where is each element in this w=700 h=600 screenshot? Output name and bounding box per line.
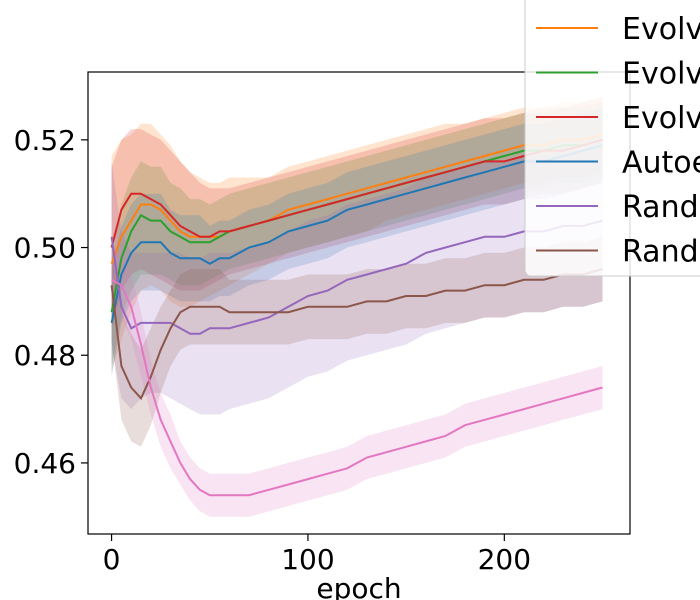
line-series-4 [110, 144, 603, 324]
line-series-1 [110, 133, 603, 265]
line-series-7 [111, 278, 603, 497]
band-series-6 [111, 231, 603, 447]
legend-label: Evolv [622, 12, 700, 47]
band-series-5 [111, 145, 603, 415]
legend: Evolv Evolv Evolv Autoe Rand Rand [524, 0, 700, 277]
line-series-5 [110, 219, 603, 335]
x-axis-label: epoch [316, 572, 401, 600]
band-series-2 [111, 102, 603, 366]
legend-label: Evolv [622, 101, 700, 136]
y-tick-label: 0.52 [14, 124, 76, 157]
series-lines [110, 133, 603, 497]
x-tick-label: 100 [281, 543, 334, 576]
x-tick-label: 200 [478, 543, 531, 576]
legend-label: Rand [622, 190, 699, 225]
x-tick-label: 0 [103, 543, 121, 576]
line-series-6 [110, 268, 603, 401]
y-axis-ticks: 0.46 0.48 0.50 0.52 [14, 124, 88, 480]
legend-label: Autoe [622, 146, 700, 181]
band-series-1 [111, 96, 603, 372]
y-tick-label: 0.50 [14, 232, 76, 265]
axes-frame [87, 71, 631, 535]
legend-label: Rand [622, 235, 699, 270]
band-series-4 [111, 107, 603, 377]
band-series-3 [111, 96, 603, 329]
line-series-3 [110, 138, 603, 248]
x-axis-ticks: 0 100 200 [103, 534, 531, 576]
y-tick-label: 0.46 [14, 447, 76, 480]
legend-label: Evolv [622, 57, 700, 92]
y-tick-label: 0.48 [14, 339, 76, 372]
